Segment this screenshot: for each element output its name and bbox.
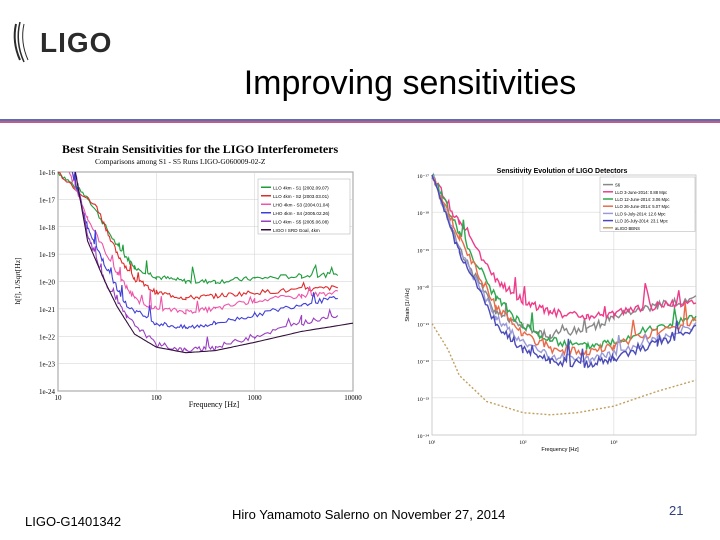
x-tick-label: 10000 <box>344 394 362 402</box>
right-y-tick-labels: 10⁻¹⁷ 10⁻¹⁸ 10⁻¹⁹ 10⁻²⁰ 10⁻²¹ 10⁻²² 10⁻²³ 10⁻²⁴ <box>417 174 430 440</box>
left-gridlines <box>57 171 354 392</box>
y-tick-label: 1e-24 <box>39 388 55 396</box>
right-chart: Sensitivity Evolution of LIGO Detectors … <box>402 157 698 453</box>
y-tick-label: 1e-17 <box>39 196 55 204</box>
left-x-axis-label: Frequency [Hz] <box>189 400 240 409</box>
legend-entry: S6 <box>615 183 621 188</box>
y-tick-label: 10⁻²⁰ <box>417 284 430 291</box>
title-divider-top <box>0 119 720 121</box>
slide-title: Improving sensitivities <box>243 64 577 102</box>
logo-text: LIGO <box>40 27 113 58</box>
series-line-0 <box>431 172 697 341</box>
x-tick-label: 10² <box>519 440 527 446</box>
y-tick-label: 10⁻²² <box>417 360 429 366</box>
legend-entry: aLIGO BBNS <box>615 226 640 231</box>
y-tick-label: 10⁻²¹ <box>417 323 429 329</box>
series-line-5 <box>431 174 697 369</box>
right-legend: S6 LLO 3-June-2014: 0.88 Mpc LLO 12-June-2… <box>599 176 696 232</box>
x-tick-label: 10³ <box>610 440 618 446</box>
legend-box <box>599 176 696 232</box>
y-tick-label: 1e-16 <box>39 169 55 177</box>
left-chart-subtitle: Comparisons among S1 - S5 Runs LIGO-G060… <box>95 157 266 166</box>
document-id: LIGO-G1401342 <box>25 514 122 529</box>
title-divider-bottom <box>0 121 720 123</box>
x-tick-label: 100 <box>151 394 162 402</box>
legend-entry: LLO 9-July-2014: 12.6 Mpc <box>615 211 666 216</box>
legend-entry: LLO 26-June-2014: 5.07 Mpc <box>615 204 669 209</box>
legend-entry: LLO 4km - S2 (2003.03.01) <box>273 194 329 199</box>
left-x-tick-labels: 10 100 1000 10000 <box>55 394 363 402</box>
x-tick-label: 1000 <box>248 394 263 402</box>
left-chart: Best Strain Sensitivities for the LIGO I… <box>8 125 362 410</box>
series-line-5 <box>74 171 354 354</box>
legend-entry: LLO 3-June-2014: 0.88 Mpc <box>615 190 667 195</box>
x-tick-label: 10¹ <box>428 440 436 446</box>
y-tick-label: 1e-18 <box>39 224 55 232</box>
legend-entry: LLO 4km - S5 (2005.06.08) <box>273 219 329 224</box>
y-tick-label: 1e-19 <box>39 251 55 259</box>
y-tick-label: 10⁻²³ <box>417 397 429 403</box>
legend-entry: LLO 4km - S1 (2002.09.07) <box>273 185 329 190</box>
y-tick-label: 10⁻¹⁸ <box>417 211 429 217</box>
y-tick-label: 1e-21 <box>39 306 55 314</box>
legend-entry: LHO 4km - S3 (2004.01.04) <box>273 202 330 207</box>
right-series-lines <box>431 172 697 416</box>
y-tick-label: 10⁻¹⁹ <box>417 248 429 254</box>
left-legend: LLO 4km - S1 (2002.09.07) LLO 4km - S2 (2… <box>257 178 351 235</box>
series-line-2 <box>432 174 697 350</box>
page-number: 21 <box>669 503 684 518</box>
y-tick-label: 1e-20 <box>39 279 55 287</box>
series-line-6 <box>431 323 697 416</box>
left-y-axis-label: h[f], 1/Sqrt[Hz] <box>13 257 22 304</box>
y-tick-label: 1e-23 <box>39 361 55 369</box>
right-chart-title: Sensitivity Evolution of LIGO Detectors <box>497 168 628 175</box>
series-line-3 <box>71 171 338 330</box>
legend-entry: LLO 26-July-2014: 23.1 Mpc <box>615 219 668 224</box>
left-y-tick-labels: 1e-16 1e-17 1e-18 1e-19 1e-20 1e-21 1e-22 1e-23… <box>39 169 55 396</box>
logo-swoosh-icon <box>13 21 29 63</box>
legend-box <box>257 178 351 235</box>
series-line-0 <box>57 171 339 285</box>
legend-entry: LIGO I SRD Goal, 4km <box>273 228 320 233</box>
left-series-lines <box>57 171 354 354</box>
legend-entry: LHO 4km - S4 (2005.02.26) <box>273 211 330 216</box>
ligo-logo: LIGO <box>10 20 120 66</box>
series-line-1 <box>431 175 697 322</box>
right-x-tick-labels: 10¹ 10² 10³ <box>428 440 617 446</box>
right-y-axis-label: Strain [1/√Hz] <box>404 288 411 322</box>
series-line-1 <box>57 171 338 301</box>
series-line-4 <box>74 171 339 353</box>
left-chart-title: Best Strain Sensitivities for the LIGO I… <box>62 142 339 156</box>
series-line-2 <box>68 171 338 315</box>
right-x-axis-label: Frequency [Hz] <box>541 447 579 453</box>
legend-entry: LLO 12-June-2014: 3.06 Mpc <box>615 197 669 202</box>
title-divider <box>0 119 720 123</box>
y-tick-label: 10⁻²⁴ <box>417 434 429 440</box>
y-tick-label: 1e-22 <box>39 333 55 341</box>
series-line-3 <box>431 174 697 357</box>
y-tick-label: 10⁻¹⁷ <box>417 174 429 180</box>
figures-area: Best Strain Sensitivities for the LIGO I… <box>8 125 698 453</box>
presenter-info: Hiro Yamamoto Salerno on November 27, 20… <box>232 507 506 522</box>
x-tick-label: 10 <box>55 394 63 402</box>
